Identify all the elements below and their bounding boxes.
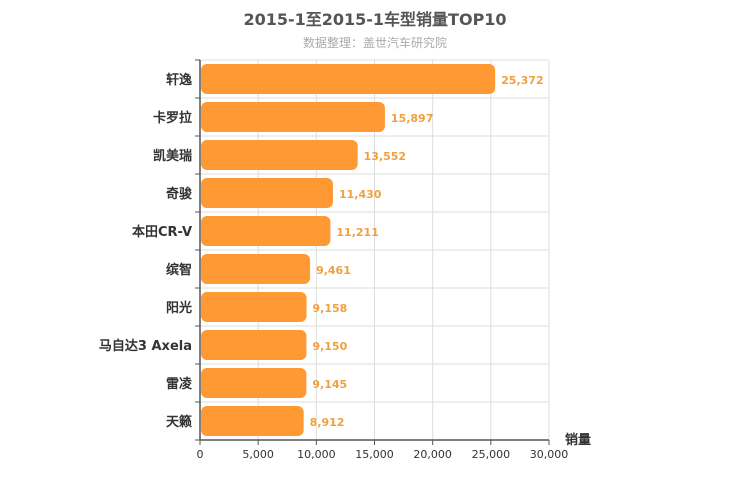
x-tick-label: 25,000 <box>472 448 511 461</box>
chart-title: 2015-1至2015-1车型销量TOP10 <box>243 10 507 29</box>
category-label: 奇骏 <box>166 186 193 202</box>
x-tick-label: 5,000 <box>242 448 274 461</box>
data-label: 11,211 <box>336 226 378 239</box>
category-label: 缤智 <box>166 262 192 278</box>
category-label: 马自达3 Axela <box>99 338 192 354</box>
bar <box>201 368 307 398</box>
category-label: 天籁 <box>166 414 192 430</box>
data-label: 13,552 <box>364 150 406 163</box>
x-axis-title: 销量 <box>565 432 591 448</box>
bar <box>201 254 311 284</box>
bar <box>201 292 307 322</box>
bar <box>201 216 331 246</box>
bar <box>201 330 307 360</box>
category-label: 雷凌 <box>166 376 193 392</box>
data-label: 9,150 <box>312 340 347 353</box>
data-label: 9,461 <box>316 264 351 277</box>
category-label: 卡罗拉 <box>153 110 192 126</box>
data-label: 15,897 <box>391 112 433 125</box>
bar <box>201 64 496 94</box>
data-label: 8,912 <box>310 416 345 429</box>
data-label: 9,158 <box>313 302 348 315</box>
category-label: 轩逸 <box>166 72 192 88</box>
data-label: 25,372 <box>501 74 543 87</box>
x-tick-label: 20,000 <box>413 448 452 461</box>
bar <box>201 178 333 208</box>
x-tick-label: 0 <box>197 448 204 461</box>
category-label: 阳光 <box>166 300 192 316</box>
x-tick-label: 15,000 <box>355 448 394 461</box>
data-label: 11,430 <box>339 188 382 201</box>
category-label: 本田CR-V <box>132 224 192 240</box>
chart-subtitle: 数据整理：盖世汽车研究院 <box>302 36 447 50</box>
category-label: 凯美瑞 <box>153 148 192 164</box>
x-tick-label: 10,000 <box>297 448 336 461</box>
bar <box>201 140 358 170</box>
bar <box>201 102 385 132</box>
x-tick-label: 30,000 <box>530 448 569 461</box>
bar <box>201 406 304 436</box>
data-label: 9,145 <box>312 378 347 391</box>
